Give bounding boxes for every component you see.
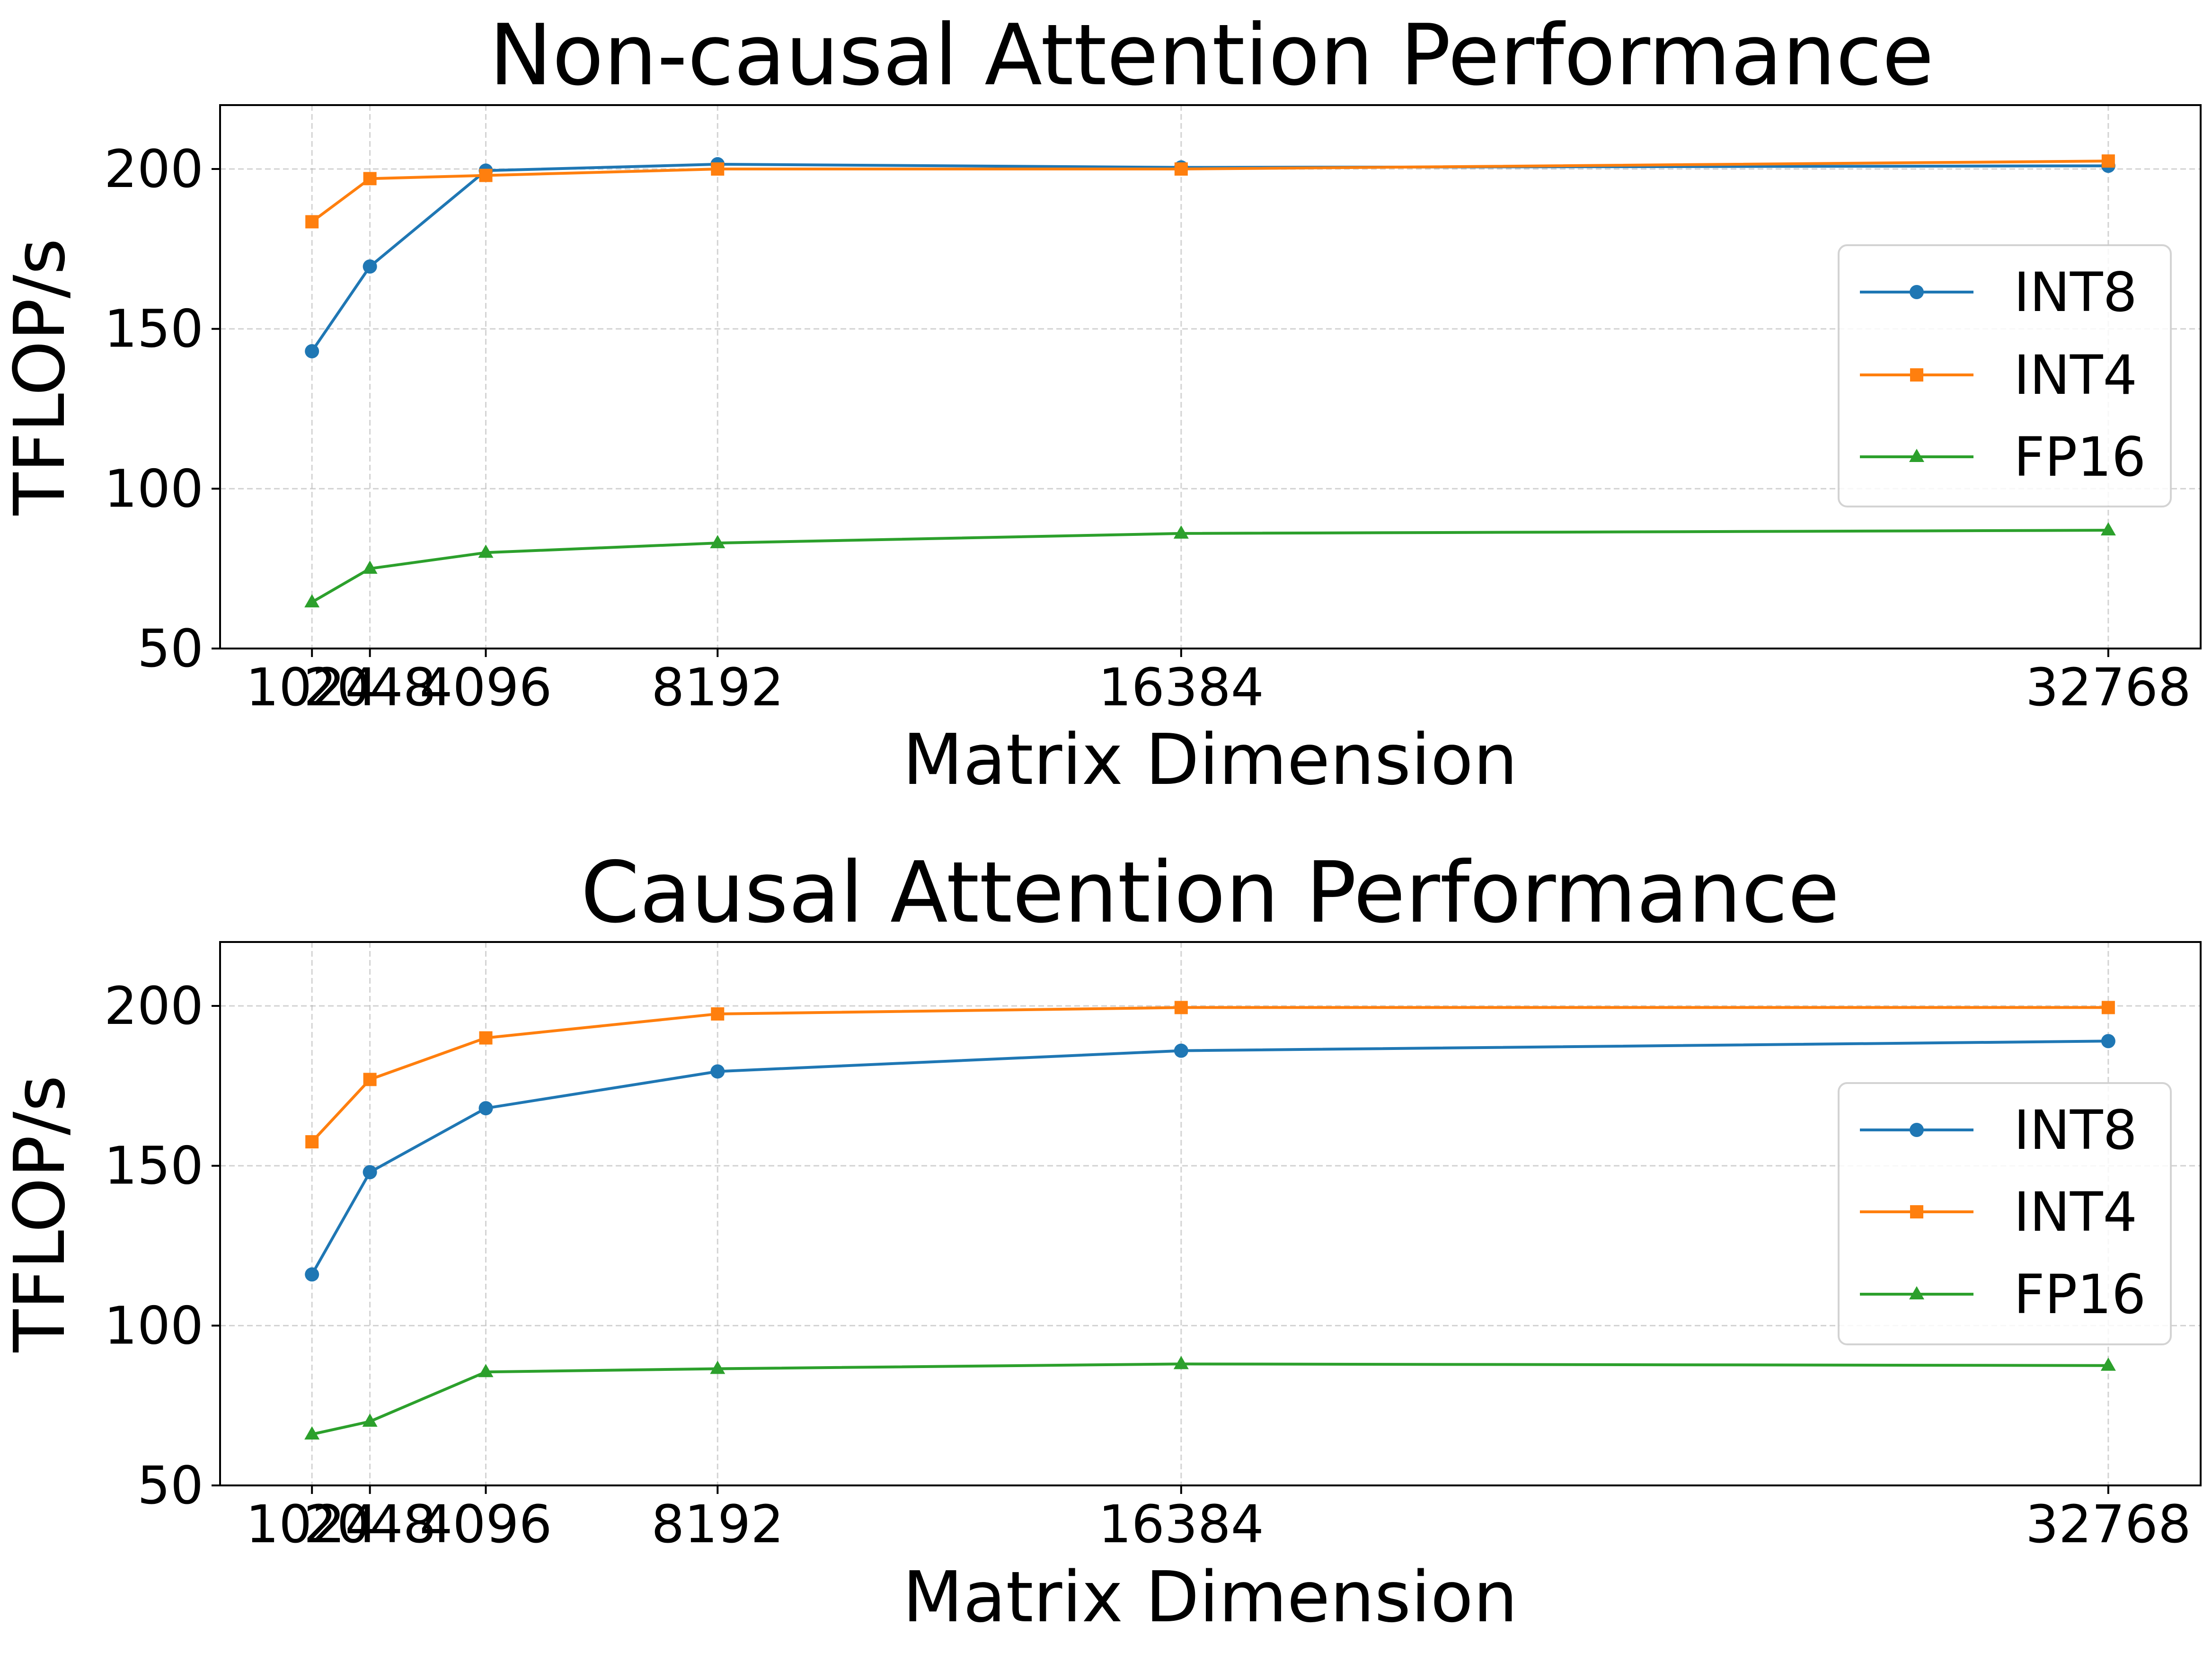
data-point-fp16 xyxy=(304,1426,320,1440)
y-tick-label: 200 xyxy=(104,976,204,1036)
x-tick-label: 32768 xyxy=(2026,1494,2191,1555)
y-tick-label: 100 xyxy=(104,1295,204,1356)
series-layer xyxy=(304,154,2116,608)
x-tick-label: 1024 xyxy=(246,1494,378,1555)
data-point-int4 xyxy=(305,215,319,229)
legend-label-int8: INT8 xyxy=(2014,261,2137,324)
y-tick-label: 150 xyxy=(104,1136,204,1196)
legend-marker-fp16 xyxy=(1909,449,1924,462)
data-point-fp16 xyxy=(2100,1357,2116,1371)
y-axis-label: TFLOP/s xyxy=(0,1075,80,1352)
legend-frame xyxy=(1838,1082,2172,1345)
x-tick-label: 1024 xyxy=(246,657,378,718)
plot-area xyxy=(219,941,2202,1486)
data-point-int8 xyxy=(363,1165,377,1180)
data-point-int4 xyxy=(1174,162,1188,176)
data-point-fp16 xyxy=(710,535,726,549)
legend-entry-fp16: FP16 xyxy=(1860,1263,2146,1326)
data-point-int8 xyxy=(1174,1043,1188,1058)
data-point-fp16 xyxy=(304,594,320,608)
legend-entry-int4: INT4 xyxy=(1860,344,2137,407)
x-axis-label: Matrix Dimension xyxy=(902,719,1518,800)
series-layer xyxy=(304,1001,2116,1440)
x-tick-label: 4096 xyxy=(420,657,552,718)
chart-title: Non-causal Attention Performance xyxy=(489,6,1934,104)
series-line-fp16 xyxy=(311,1362,2108,1436)
x-tick-label: 16384 xyxy=(1098,1494,1264,1555)
legend-label-int8: INT8 xyxy=(2014,1099,2137,1162)
x-tick-label: 2048 xyxy=(304,1494,436,1555)
legend-marker-fp16 xyxy=(1909,1286,1924,1299)
data-point-int4 xyxy=(363,1073,377,1086)
legend-entry-int8: INT8 xyxy=(1860,261,2137,324)
data-point-int8 xyxy=(363,259,377,274)
legend-marker-int4 xyxy=(1910,1205,1923,1218)
legend-marker-int8 xyxy=(1910,285,1924,299)
data-point-fp16 xyxy=(710,1360,726,1374)
data-point-int4 xyxy=(479,1031,493,1045)
data-point-fp16 xyxy=(1173,1356,1189,1369)
y-axis-label: TFLOP/s xyxy=(0,238,80,515)
data-point-int4 xyxy=(363,172,377,186)
x-tick-label: 32768 xyxy=(2026,657,2191,718)
y-tick-label: 50 xyxy=(137,618,204,679)
legend-label-fp16: FP16 xyxy=(2014,426,2146,489)
data-point-int8 xyxy=(2101,1034,2115,1049)
series-line-int8 xyxy=(310,1040,2108,1275)
legend-label-int4: INT4 xyxy=(2014,1181,2137,1244)
data-point-fp16 xyxy=(362,1413,378,1427)
legend-label-fp16: FP16 xyxy=(2014,1263,2146,1326)
data-point-fp16 xyxy=(2100,522,2116,536)
data-point-int4 xyxy=(2101,1001,2115,1014)
data-point-fp16 xyxy=(478,1364,494,1378)
x-tick-label: 16384 xyxy=(1098,657,1264,718)
data-point-int4 xyxy=(2101,154,2115,168)
y-tick-label: 150 xyxy=(104,299,204,359)
legend: INT8 INT4 FP16 xyxy=(1838,1082,2172,1345)
legend-entry-int8: INT8 xyxy=(1860,1099,2137,1162)
x-axis-label: Matrix Dimension xyxy=(902,1556,1518,1638)
y-tick-label: 200 xyxy=(104,139,204,199)
x-tick-label: 4096 xyxy=(420,1494,552,1555)
data-point-int8 xyxy=(305,1267,319,1282)
legend-marker-int8 xyxy=(1910,1123,1924,1137)
chart-title: Causal Attention Performance xyxy=(581,844,1840,942)
series-line-int4 xyxy=(311,160,2108,223)
series-line-int4 xyxy=(310,1006,2108,1143)
legend-marker-int4 xyxy=(1910,368,1923,382)
legend-entry-int4: INT4 xyxy=(1860,1181,2137,1244)
data-point-fp16 xyxy=(362,560,378,574)
x-tick-label: 8192 xyxy=(651,657,784,718)
data-point-int4 xyxy=(1174,1001,1188,1014)
data-point-int4 xyxy=(305,1135,319,1149)
series-line-fp16 xyxy=(311,529,2108,604)
data-point-int4 xyxy=(711,162,725,176)
data-point-int8 xyxy=(710,1064,725,1079)
data-point-fp16 xyxy=(1173,525,1189,539)
legend-frame xyxy=(1838,244,2172,507)
x-tick-label: 2048 xyxy=(304,657,436,718)
data-point-int4 xyxy=(711,1007,725,1021)
non-causal-panel: Non-causal Attention Performance 1024204… xyxy=(0,6,2202,800)
legend: INT8 INT4 FP16 xyxy=(1838,244,2172,507)
data-point-fp16 xyxy=(478,544,494,558)
data-point-int8 xyxy=(478,1101,493,1116)
causal-panel: Causal Attention Performance 10242048409… xyxy=(0,844,2202,1638)
y-tick-label: 100 xyxy=(104,458,204,519)
legend-label-int4: INT4 xyxy=(2014,344,2137,407)
y-tick-label: 50 xyxy=(137,1455,204,1516)
data-point-int4 xyxy=(479,169,493,182)
data-point-int8 xyxy=(305,344,319,358)
plot-area xyxy=(219,104,2202,649)
legend-entry-fp16: FP16 xyxy=(1860,426,2146,489)
x-tick-label: 8192 xyxy=(651,1494,784,1555)
